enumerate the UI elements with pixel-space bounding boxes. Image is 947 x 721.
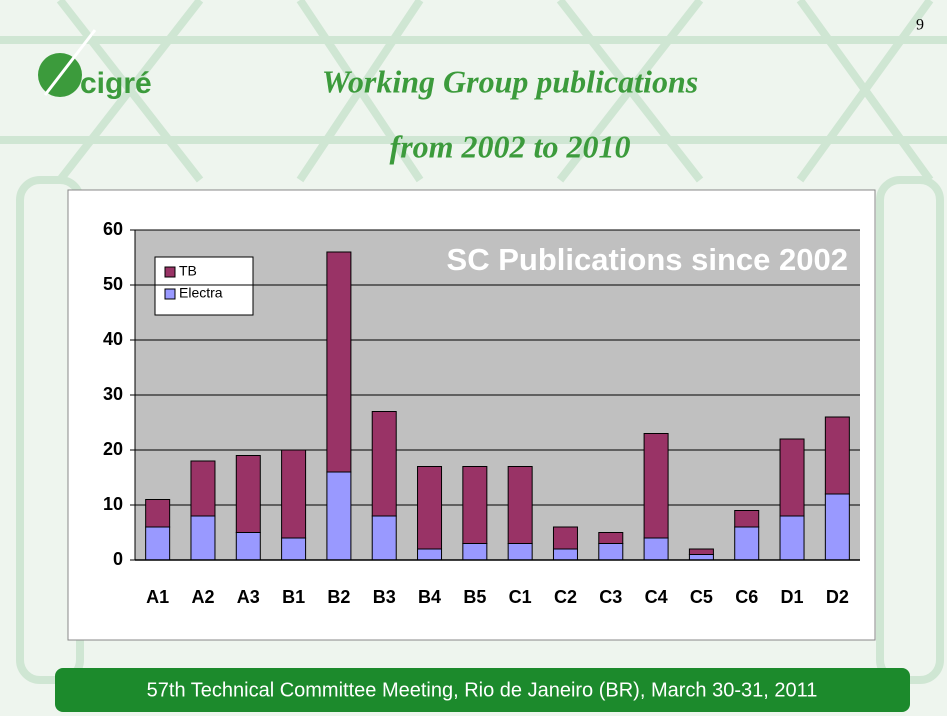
bar-segment	[688, 548, 714, 555]
x-tick-label: C2	[554, 587, 577, 607]
x-tick-label: D1	[781, 587, 804, 607]
bar-segment	[417, 466, 443, 550]
bar-segment	[598, 543, 624, 561]
y-tick-label: 20	[103, 439, 123, 459]
legend-label: TB	[179, 263, 197, 279]
bar-segment	[688, 554, 714, 561]
footer-text: 57th Technical Committee Meeting, Rio de…	[147, 679, 818, 701]
bar-segment	[779, 515, 805, 561]
x-tick-label: A1	[146, 587, 169, 607]
bar-segment	[371, 515, 397, 561]
x-tick-label: B3	[373, 587, 396, 607]
bar-segment	[190, 515, 216, 561]
bar-segment	[507, 543, 533, 561]
bar-segment	[598, 532, 624, 544]
logo-text: cigré	[80, 67, 152, 100]
legend-label: Electra	[179, 285, 223, 301]
x-tick-label: C3	[599, 587, 622, 607]
x-tick-label: C1	[509, 587, 532, 607]
bar-segment	[779, 438, 805, 517]
bar-segment	[235, 532, 261, 561]
x-tick-label: C4	[645, 587, 668, 607]
bar-segment	[824, 493, 850, 561]
bar-segment	[462, 466, 488, 544]
y-tick-label: 10	[103, 494, 123, 514]
heading-line: Working Group publications	[322, 63, 698, 99]
x-tick-label: B5	[463, 587, 486, 607]
bar-segment	[371, 411, 397, 517]
x-tick-label: B1	[282, 587, 305, 607]
bar-segment	[643, 537, 669, 561]
legend-swatch	[164, 266, 176, 278]
bar-segment	[734, 510, 760, 528]
y-tick-label: 40	[103, 329, 123, 349]
bar-segment	[190, 460, 216, 517]
y-tick-label: 50	[103, 274, 123, 294]
bar-segment	[145, 499, 171, 528]
footer-bar	[55, 668, 910, 712]
bar-segment	[326, 251, 352, 473]
logo-stroke	[43, 29, 97, 96]
bar-segment	[462, 543, 488, 561]
x-tick-label: A3	[237, 587, 260, 607]
bar-segment	[643, 433, 669, 539]
x-tick-label: C5	[690, 587, 713, 607]
bar-segment	[326, 471, 352, 561]
x-tick-label: C6	[735, 587, 758, 607]
bar-segment	[145, 526, 171, 561]
bar-segment	[734, 526, 760, 561]
x-tick-label: A2	[191, 587, 214, 607]
y-tick-label: 0	[113, 549, 123, 569]
bar-segment	[417, 548, 443, 561]
bar-segment	[552, 548, 578, 561]
chart-title: SC Publications since 2002	[447, 242, 848, 277]
bar-segment	[507, 466, 533, 544]
logo: cigré	[38, 29, 152, 100]
legend-swatch	[164, 288, 176, 300]
bar-segment	[281, 449, 307, 539]
y-tick-label: 60	[103, 219, 123, 239]
heading-line: from 2002 to 2010	[390, 128, 631, 164]
page-number: 9	[916, 17, 924, 34]
y-tick-label: 30	[103, 384, 123, 404]
bar-segment	[281, 537, 307, 561]
bar-segment	[552, 526, 578, 550]
x-tick-label: B4	[418, 587, 441, 607]
bar-segment	[824, 416, 850, 495]
bar-segment	[235, 455, 261, 533]
x-tick-label: B2	[327, 587, 350, 607]
x-tick-label: D2	[826, 587, 849, 607]
